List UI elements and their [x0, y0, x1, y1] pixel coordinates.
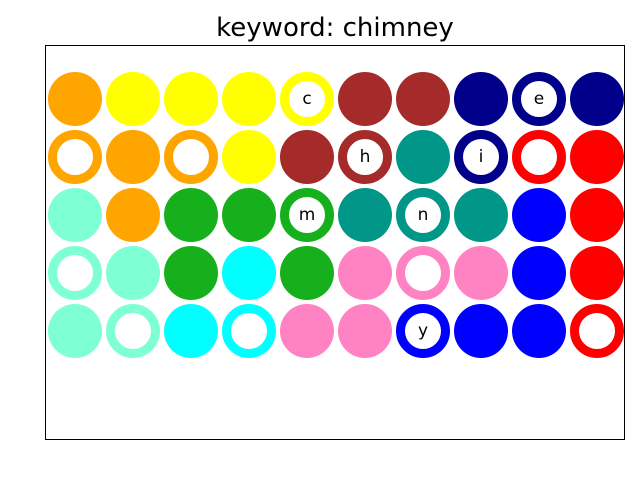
circle-cell-r4-c3[interactable]	[164, 246, 218, 300]
circle-cell-r2-c2[interactable]	[106, 130, 160, 184]
game-board: c e h i m n y	[45, 45, 625, 440]
circle-cell-r1-c3[interactable]	[164, 72, 218, 126]
circle-cell-r1-c1[interactable]	[48, 72, 102, 126]
circle-cell-r3-c2[interactable]	[106, 188, 160, 242]
circle-cell-r2-c5[interactable]	[280, 130, 334, 184]
circle-cell-r3-c5[interactable]: m	[280, 188, 334, 242]
circle-cell-r5-c9[interactable]	[512, 304, 566, 358]
circle-cell-r4-c2[interactable]	[106, 246, 160, 300]
circle-cell-r2-c10[interactable]	[570, 130, 624, 184]
circle-cell-r1-c2[interactable]	[106, 72, 160, 126]
puzzle-title: keyword: chimney	[0, 8, 640, 48]
circle-cell-r3-c3[interactable]	[164, 188, 218, 242]
circle-cell-r4-c6[interactable]	[338, 246, 392, 300]
circle-cell-r1-c7[interactable]	[396, 72, 450, 126]
circle-cell-r1-c9[interactable]: e	[512, 72, 566, 126]
circle-cell-r4-c9[interactable]	[512, 246, 566, 300]
circle-cell-r5-c8[interactable]	[454, 304, 508, 358]
circle-cell-r4-c7[interactable]	[396, 246, 450, 300]
circle-cell-r5-c1[interactable]	[48, 304, 102, 358]
circle-cell-r2-c1[interactable]	[48, 130, 102, 184]
circle-cell-r3-c9[interactable]	[512, 188, 566, 242]
circle-cell-r3-c6[interactable]	[338, 188, 392, 242]
circle-cell-r4-c4[interactable]	[222, 246, 276, 300]
circle-cell-r2-c9[interactable]	[512, 130, 566, 184]
circle-cell-r4-c8[interactable]	[454, 246, 508, 300]
circle-cell-r1-c4[interactable]	[222, 72, 276, 126]
circle-cell-r3-c8[interactable]	[454, 188, 508, 242]
circle-cell-r5-c3[interactable]	[164, 304, 218, 358]
circle-cell-r5-c10[interactable]	[570, 304, 624, 358]
circle-cell-r2-c6[interactable]: h	[338, 130, 392, 184]
circle-cell-r5-c5[interactable]	[280, 304, 334, 358]
circle-cell-r4-c1[interactable]	[48, 246, 102, 300]
circle-cell-r1-c6[interactable]	[338, 72, 392, 126]
circle-cell-r2-c7[interactable]	[396, 130, 450, 184]
circle-cell-r3-c7[interactable]: n	[396, 188, 450, 242]
circle-cell-r4-c5[interactable]	[280, 246, 334, 300]
circle-cell-r3-c4[interactable]	[222, 188, 276, 242]
circle-cell-r2-c4[interactable]	[222, 130, 276, 184]
circle-cell-r2-c8[interactable]: i	[454, 130, 508, 184]
circle-cell-r3-c10[interactable]	[570, 188, 624, 242]
circle-cell-r5-c2[interactable]	[106, 304, 160, 358]
circle-cell-r1-c8[interactable]	[454, 72, 508, 126]
circle-cell-r4-c10[interactable]	[570, 246, 624, 300]
circle-cell-r5-c7[interactable]: y	[396, 304, 450, 358]
circle-cell-r1-c10[interactable]	[570, 72, 624, 126]
circle-cell-r3-c1[interactable]	[48, 188, 102, 242]
circle-cell-r5-c4[interactable]	[222, 304, 276, 358]
circle-cell-r2-c3[interactable]	[164, 130, 218, 184]
circle-cell-r5-c6[interactable]	[338, 304, 392, 358]
circle-cell-r1-c5[interactable]: c	[280, 72, 334, 126]
